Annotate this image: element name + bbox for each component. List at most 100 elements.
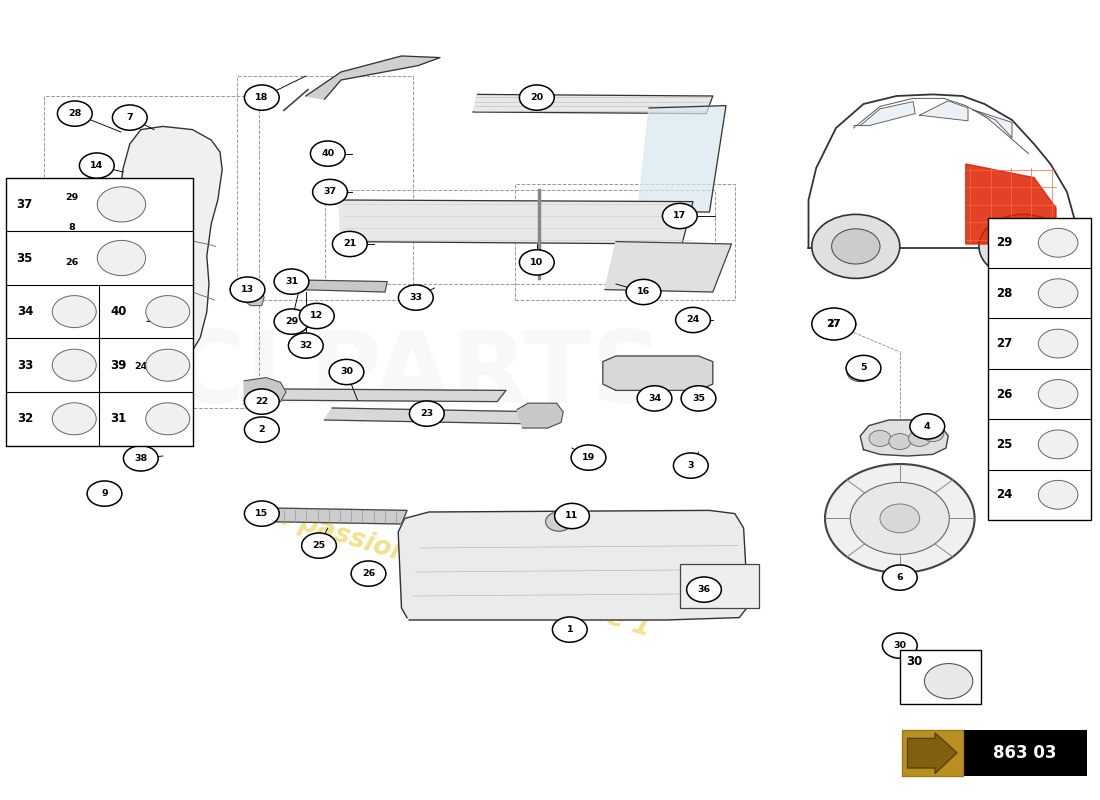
Circle shape — [910, 414, 945, 439]
Circle shape — [329, 359, 364, 385]
Text: 3: 3 — [688, 461, 694, 470]
Circle shape — [53, 296, 97, 328]
Text: 38: 38 — [134, 454, 147, 463]
Text: 14: 14 — [90, 161, 103, 170]
Text: 26: 26 — [362, 569, 375, 578]
Text: 29: 29 — [997, 236, 1013, 250]
Circle shape — [54, 250, 89, 275]
Circle shape — [552, 617, 587, 642]
Text: 2: 2 — [258, 425, 265, 434]
Text: 33: 33 — [18, 358, 33, 372]
Circle shape — [847, 362, 873, 382]
Text: 32: 32 — [18, 412, 33, 426]
Circle shape — [54, 185, 89, 210]
Circle shape — [274, 269, 309, 294]
Circle shape — [145, 402, 189, 434]
Circle shape — [53, 402, 97, 434]
Text: 23: 23 — [420, 409, 433, 418]
Circle shape — [312, 179, 348, 205]
Polygon shape — [517, 403, 563, 428]
Circle shape — [681, 386, 716, 411]
Circle shape — [230, 277, 265, 302]
Circle shape — [54, 307, 89, 333]
Circle shape — [626, 279, 661, 305]
Text: 40: 40 — [321, 149, 334, 158]
Circle shape — [398, 285, 433, 310]
Polygon shape — [920, 101, 968, 121]
Polygon shape — [966, 164, 1056, 244]
Circle shape — [57, 101, 92, 126]
Circle shape — [244, 501, 279, 526]
Circle shape — [1038, 430, 1078, 458]
Text: 33: 33 — [409, 293, 422, 302]
Circle shape — [54, 354, 89, 379]
Polygon shape — [244, 378, 286, 406]
Polygon shape — [908, 733, 957, 774]
Circle shape — [1038, 380, 1078, 408]
Circle shape — [846, 355, 881, 381]
Circle shape — [351, 561, 386, 586]
Text: 7: 7 — [126, 113, 133, 122]
Text: 28: 28 — [997, 286, 1013, 300]
Text: 20: 20 — [530, 93, 543, 102]
Text: 18: 18 — [255, 93, 268, 102]
Circle shape — [519, 85, 554, 110]
Polygon shape — [299, 280, 387, 292]
Text: 26: 26 — [997, 387, 1013, 401]
Circle shape — [922, 426, 944, 442]
Circle shape — [288, 333, 323, 358]
Circle shape — [244, 417, 279, 442]
Text: 10: 10 — [530, 258, 543, 267]
Circle shape — [1038, 279, 1078, 308]
Text: 24: 24 — [65, 315, 78, 325]
Text: 31: 31 — [285, 277, 298, 286]
Bar — [324, 190, 715, 284]
Circle shape — [112, 105, 147, 130]
Circle shape — [825, 464, 975, 573]
Polygon shape — [972, 110, 1012, 138]
Text: 26: 26 — [65, 362, 78, 371]
Polygon shape — [266, 508, 407, 524]
Circle shape — [637, 386, 672, 411]
Text: 29: 29 — [65, 193, 78, 202]
Polygon shape — [112, 126, 222, 368]
Text: 17: 17 — [673, 211, 686, 221]
Text: 16: 16 — [637, 287, 650, 297]
Text: 24: 24 — [134, 362, 147, 371]
Circle shape — [869, 430, 891, 446]
Text: 4: 4 — [924, 422, 931, 431]
Polygon shape — [854, 102, 915, 126]
Bar — [6, 178, 192, 446]
Text: 1: 1 — [566, 625, 573, 634]
Text: 863 03: 863 03 — [993, 744, 1057, 762]
Text: 29: 29 — [285, 317, 298, 326]
Text: 27: 27 — [827, 319, 840, 329]
Text: 15: 15 — [255, 509, 268, 518]
Circle shape — [909, 430, 931, 446]
Circle shape — [812, 308, 856, 340]
Circle shape — [673, 453, 708, 478]
Polygon shape — [324, 408, 550, 424]
Circle shape — [53, 349, 97, 382]
Circle shape — [134, 307, 169, 333]
Circle shape — [889, 434, 911, 450]
Circle shape — [1038, 480, 1078, 510]
Text: 30: 30 — [340, 367, 353, 377]
Polygon shape — [473, 94, 713, 114]
Text: 19: 19 — [582, 453, 595, 462]
Text: 32: 32 — [299, 341, 312, 350]
Bar — [902, 730, 962, 776]
Text: 35: 35 — [16, 251, 33, 265]
Circle shape — [880, 504, 920, 533]
Text: 34: 34 — [648, 394, 661, 403]
Circle shape — [409, 401, 444, 426]
Text: 9: 9 — [101, 489, 108, 498]
Text: 28: 28 — [68, 109, 81, 118]
Text: 24: 24 — [997, 488, 1013, 502]
Circle shape — [979, 214, 1067, 278]
Polygon shape — [244, 389, 506, 402]
Text: 22: 22 — [255, 397, 268, 406]
Text: 25: 25 — [997, 438, 1013, 451]
Circle shape — [882, 565, 917, 590]
Circle shape — [145, 349, 189, 382]
